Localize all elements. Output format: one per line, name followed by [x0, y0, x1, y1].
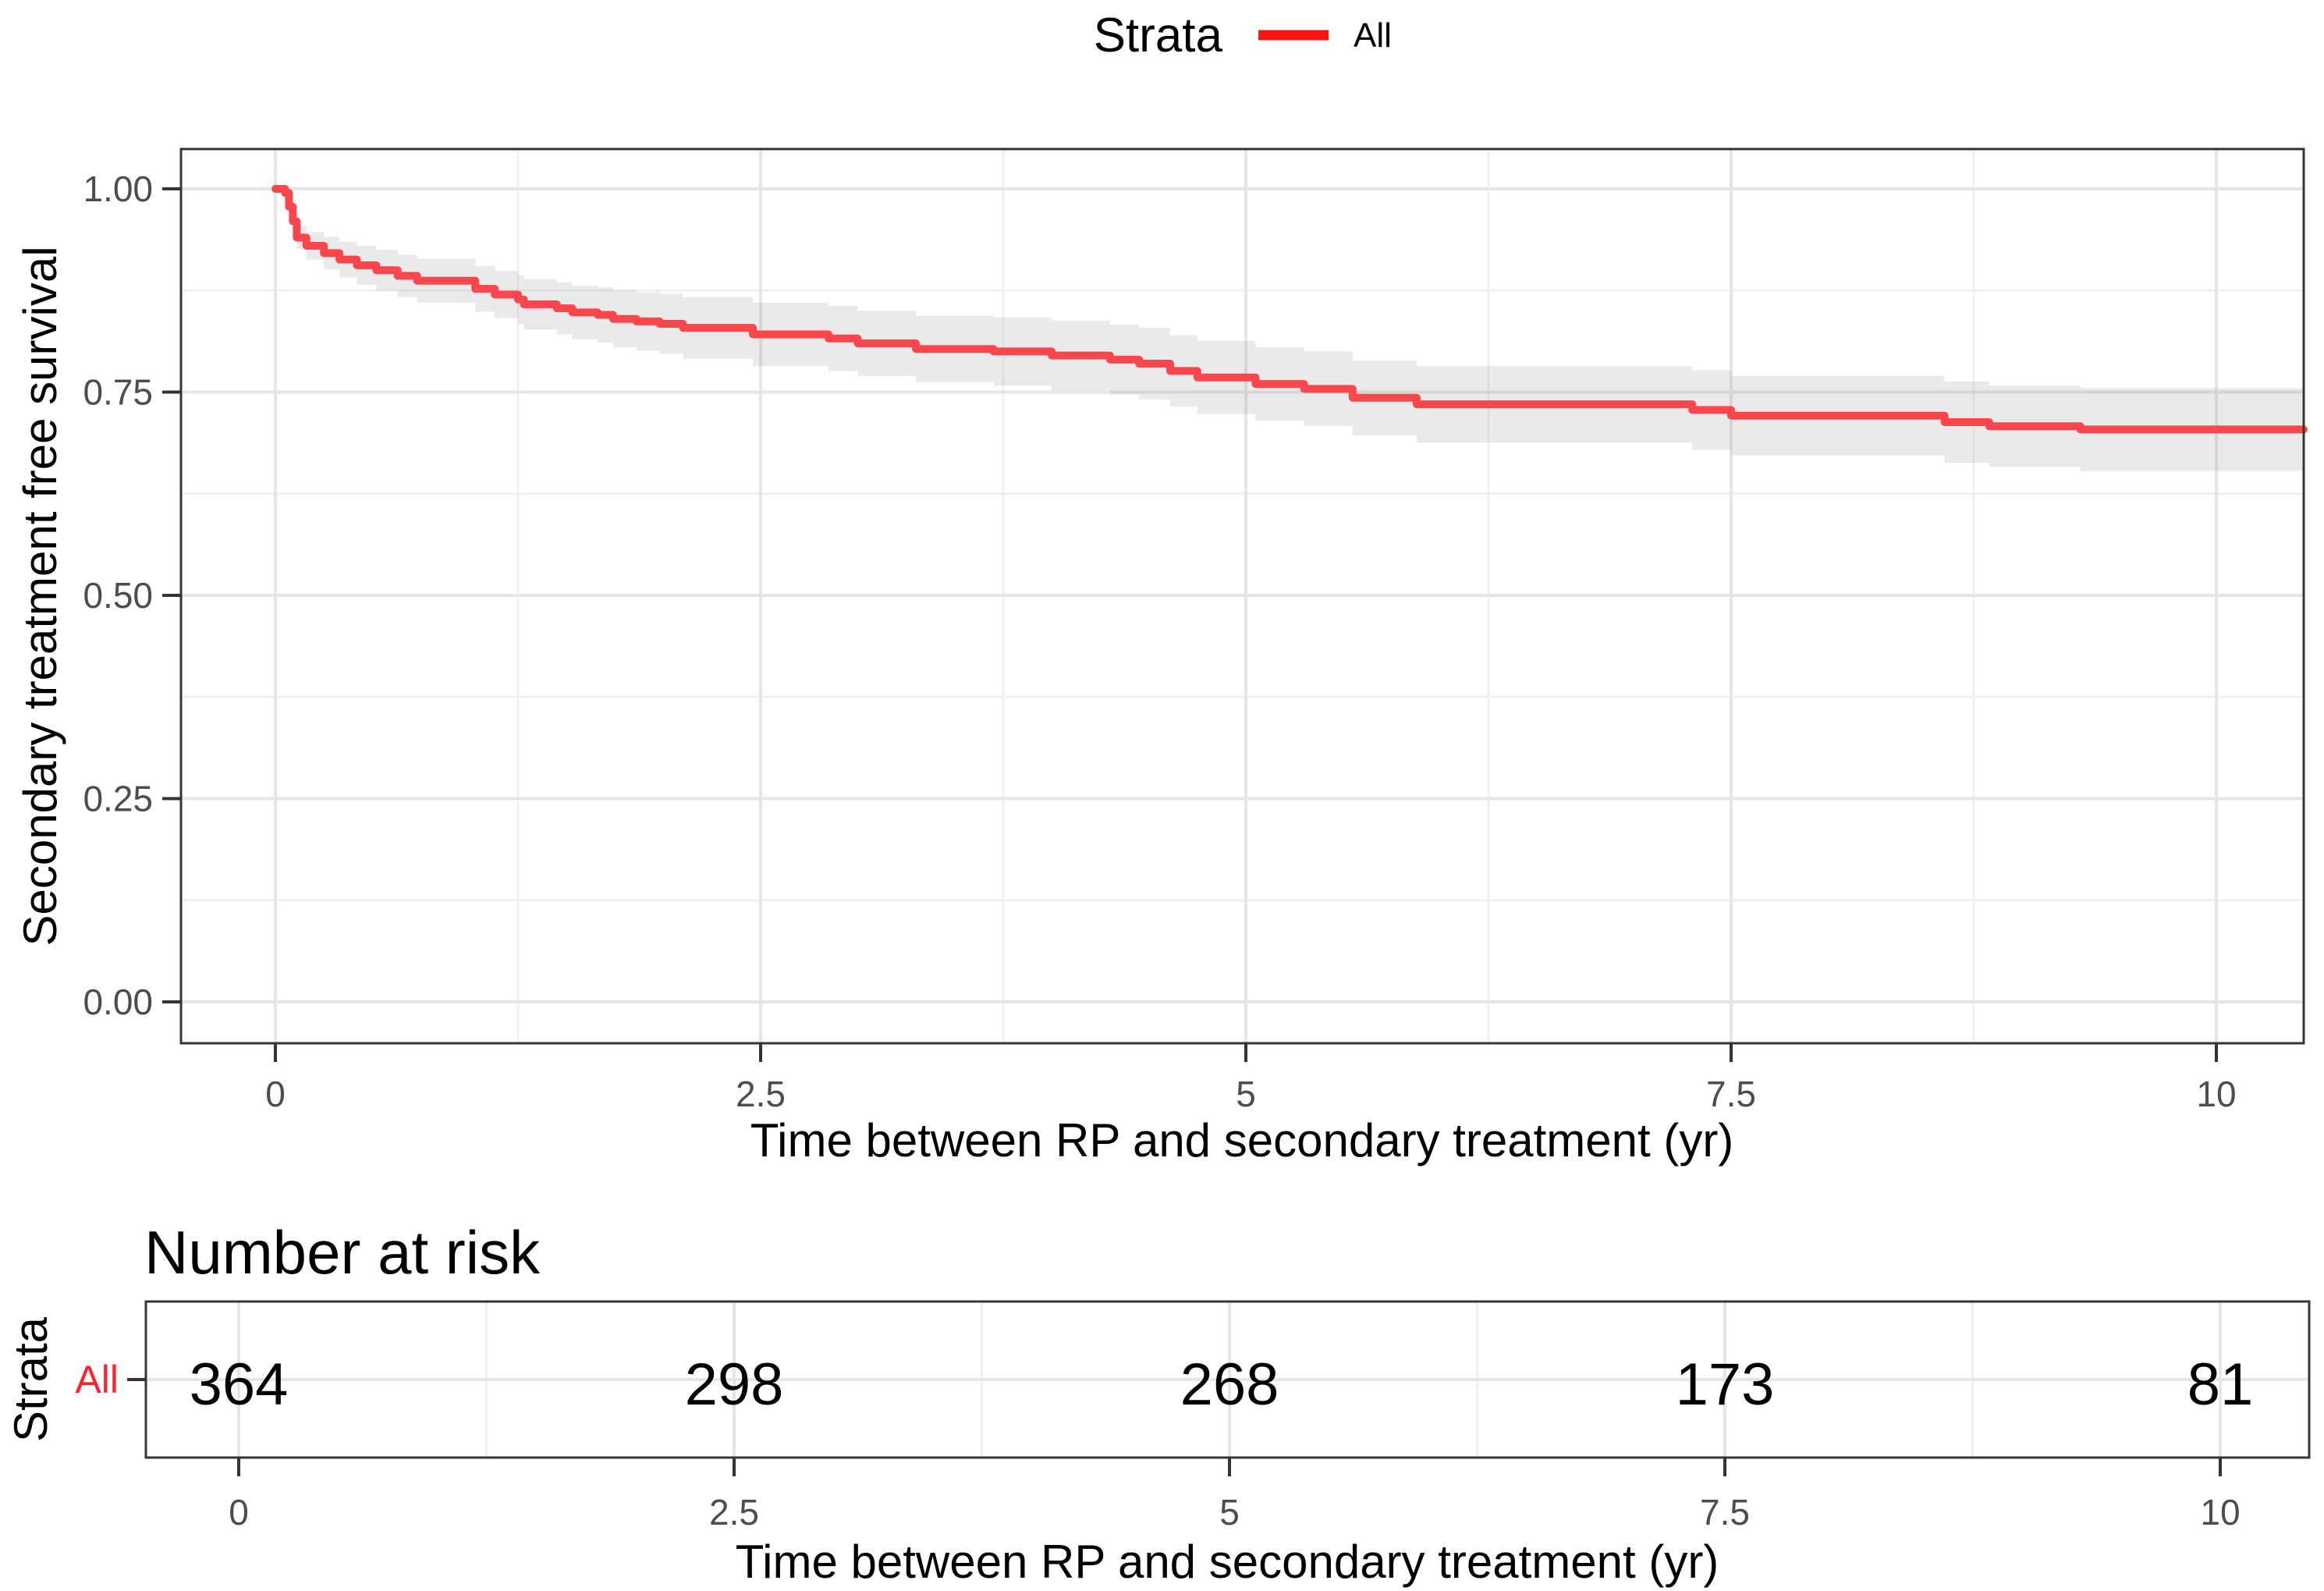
- risk-strata-axis-label: Strata: [5, 1316, 57, 1442]
- risk-count: 173: [1676, 1351, 1775, 1418]
- survival-plot: 0 2.5 5 7.5 10 1.00 0.75 0.50 0.25 0.00 Strata Al…: [14, 9, 2308, 1167]
- x-tick-label: 0: [265, 1074, 286, 1114]
- x-tick-label: 7.5: [1706, 1074, 1756, 1114]
- x-tick-label: 10: [2196, 1074, 2236, 1114]
- y-axis-title: Secondary treatment free survival: [14, 246, 66, 946]
- survival-curve: [271, 185, 2308, 434]
- risk-x-axis-title: Time between RP and secondary treatment …: [736, 1536, 1719, 1588]
- risk-row-label: All: [75, 1358, 119, 1401]
- risk-counts: 364 298 268 173 81: [190, 1351, 2254, 1418]
- plot-gridlines: [181, 149, 2304, 1043]
- risk-x-tick-label: 7.5: [1700, 1492, 1750, 1532]
- y-tick-label: 0.75: [83, 372, 153, 413]
- y-tick-label: 0.25: [83, 779, 153, 819]
- x-tick-label: 5: [1236, 1074, 1256, 1114]
- risk-axes: 0 2.5 5 7.5 10: [229, 1458, 2241, 1532]
- y-tick-label: 0.50: [83, 575, 153, 616]
- legend: Strata All: [1094, 9, 1392, 62]
- risk-x-tick-label: 10: [2200, 1492, 2240, 1532]
- y-tick-label: 1.00: [83, 169, 153, 209]
- legend-item-label: All: [1354, 16, 1392, 55]
- risk-x-tick-label: 5: [1219, 1492, 1240, 1532]
- x-axis-title: Time between RP and secondary treatment …: [750, 1114, 1734, 1167]
- y-tick-label: 0.00: [83, 982, 153, 1022]
- number-at-risk-table: 364 298 268 173 81 0 2.5 5 7.5 10 Number at risk…: [5, 1218, 2311, 1588]
- risk-count: 268: [1180, 1351, 1279, 1418]
- risk-gridlines: [146, 1302, 2309, 1458]
- risk-x-tick-label: 0: [229, 1492, 249, 1532]
- x-tick-label: 2.5: [736, 1074, 786, 1114]
- risk-x-tick-label: 2.5: [709, 1492, 759, 1532]
- risk-table-title: Number at risk: [144, 1218, 541, 1287]
- risk-count: 364: [190, 1351, 289, 1418]
- risk-count: 298: [685, 1351, 784, 1418]
- confidence-band: [275, 189, 2304, 471]
- risk-count: 81: [2187, 1351, 2254, 1418]
- legend-title: Strata: [1094, 9, 1223, 62]
- plot-axes: 0 2.5 5 7.5 10 1.00 0.75 0.50 0.25 0.00: [83, 169, 2236, 1114]
- plot-series: [271, 185, 2308, 471]
